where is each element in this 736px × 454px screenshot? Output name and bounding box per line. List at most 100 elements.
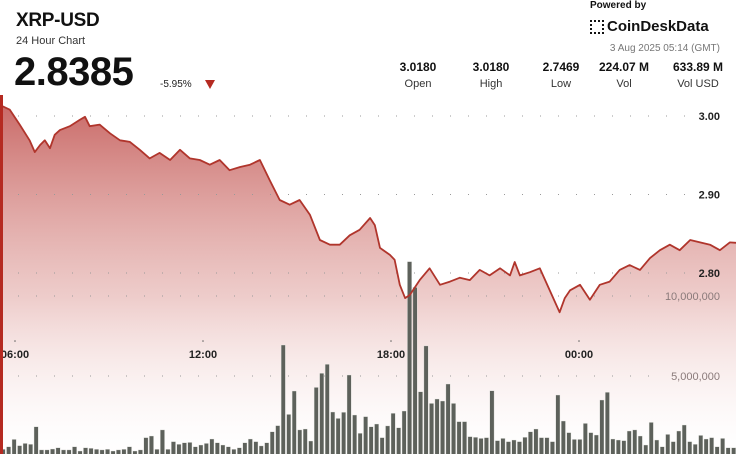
volume-bar — [50, 448, 55, 454]
volume-bar — [489, 390, 495, 454]
volume-bar — [495, 440, 500, 454]
volume-bar — [357, 433, 363, 454]
price-change: -5.95% — [160, 79, 192, 90]
volume-bar — [154, 449, 160, 454]
volume-bar — [149, 435, 154, 454]
volume-tick-label: 5,000,000 — [671, 371, 720, 383]
volume-bar — [511, 439, 517, 454]
volume-bar — [160, 429, 165, 454]
volume-bar — [225, 446, 231, 454]
volume-bar — [286, 414, 292, 454]
price-line — [0, 104, 736, 314]
volume-bar — [33, 426, 39, 454]
volume-bar — [462, 421, 467, 454]
volume-bar — [198, 444, 204, 454]
volume-bar — [44, 449, 50, 454]
coindesk-logo[interactable]: CoinDeskData — [590, 18, 709, 35]
x-tick-mark — [202, 340, 204, 342]
price-tick-label: 2.80 — [699, 268, 720, 280]
volume-bar — [687, 441, 693, 454]
volume-bar — [412, 287, 418, 454]
volume-bar — [401, 410, 407, 454]
down-triangle-icon — [205, 80, 215, 89]
volume-bar — [17, 445, 23, 454]
volume-bar — [522, 437, 528, 454]
volume-bar — [236, 447, 242, 454]
stat-open: 3.0180 Open — [378, 60, 458, 90]
volume-bar — [143, 437, 149, 454]
volume-bar — [28, 444, 34, 454]
volume-bar — [467, 436, 473, 454]
volume-bar — [374, 423, 380, 454]
volume-bar — [66, 449, 72, 454]
volume-bar — [55, 447, 61, 454]
stat-label: Open — [404, 78, 432, 90]
volume-bar — [434, 398, 440, 454]
volume-bar — [242, 442, 248, 454]
stat-value: 2.7469 — [542, 60, 580, 74]
volume-bar — [335, 418, 341, 454]
volume-bar — [330, 411, 336, 454]
volume-bar — [165, 449, 171, 454]
volume-bar — [385, 425, 391, 454]
volume-bar — [192, 446, 198, 454]
volume-bar — [116, 449, 121, 454]
volume-bar — [203, 443, 209, 454]
x-tick-label: 12:00 — [189, 349, 217, 361]
volume-bar — [341, 412, 347, 454]
volume-bar — [714, 446, 720, 454]
volume-bar — [610, 438, 616, 454]
volume-bar — [544, 437, 550, 454]
volume-bar — [566, 432, 572, 454]
x-tick-label: 00:00 — [565, 349, 593, 361]
volume-bar — [105, 449, 110, 454]
stat-label: Low — [550, 78, 572, 90]
volume-bar — [506, 441, 511, 454]
volume-bar — [352, 414, 358, 454]
stat-value: 3.0180 — [472, 60, 510, 74]
volume-bar — [517, 441, 522, 454]
volume-bar — [258, 445, 264, 454]
volume-bar — [302, 428, 308, 454]
stat-label: High — [479, 78, 503, 90]
volume-bar — [247, 438, 253, 454]
volume-bar — [577, 439, 583, 454]
volume-bar — [127, 446, 132, 454]
volume-bar — [473, 437, 478, 454]
volume-bar — [390, 413, 396, 454]
coindesk-logo-icon — [590, 19, 604, 34]
volume-bar — [445, 383, 451, 454]
stat-vol: 224.07 M Vol — [584, 60, 664, 90]
volume-bar — [94, 449, 99, 454]
volume-bar — [440, 400, 445, 454]
symbol-title: XRP-USD — [16, 10, 100, 31]
volume-bar — [692, 444, 698, 454]
volume-bar — [396, 427, 402, 454]
volume-bar — [605, 392, 610, 454]
volume-bar — [621, 440, 627, 454]
stat-value: 224.07 M — [598, 60, 650, 74]
volume-bar — [720, 438, 726, 454]
volume-bar — [182, 442, 187, 454]
volume-bar — [637, 435, 643, 454]
volume-bar — [171, 441, 176, 454]
chart-subtitle: 24 Hour Chart — [16, 35, 86, 47]
volume-bar — [280, 344, 286, 454]
volume-bar — [561, 420, 566, 454]
volume-bar — [500, 438, 506, 454]
volume-bar — [731, 447, 736, 454]
volume-bar — [484, 437, 489, 454]
volume-tick-label: 10,000,000 — [665, 291, 720, 303]
stat-value: 633.89 M — [672, 60, 724, 74]
stat-high: 3.0180 High — [451, 60, 531, 90]
volume-bar — [418, 391, 423, 454]
volume-bar — [423, 345, 429, 454]
volume-bar — [264, 442, 270, 454]
volume-bar — [231, 449, 237, 454]
volume-bar — [379, 437, 385, 454]
volume-bar — [83, 447, 88, 454]
volume-bar — [407, 261, 412, 454]
volume-bar — [346, 374, 352, 454]
volume-bar — [187, 442, 193, 454]
